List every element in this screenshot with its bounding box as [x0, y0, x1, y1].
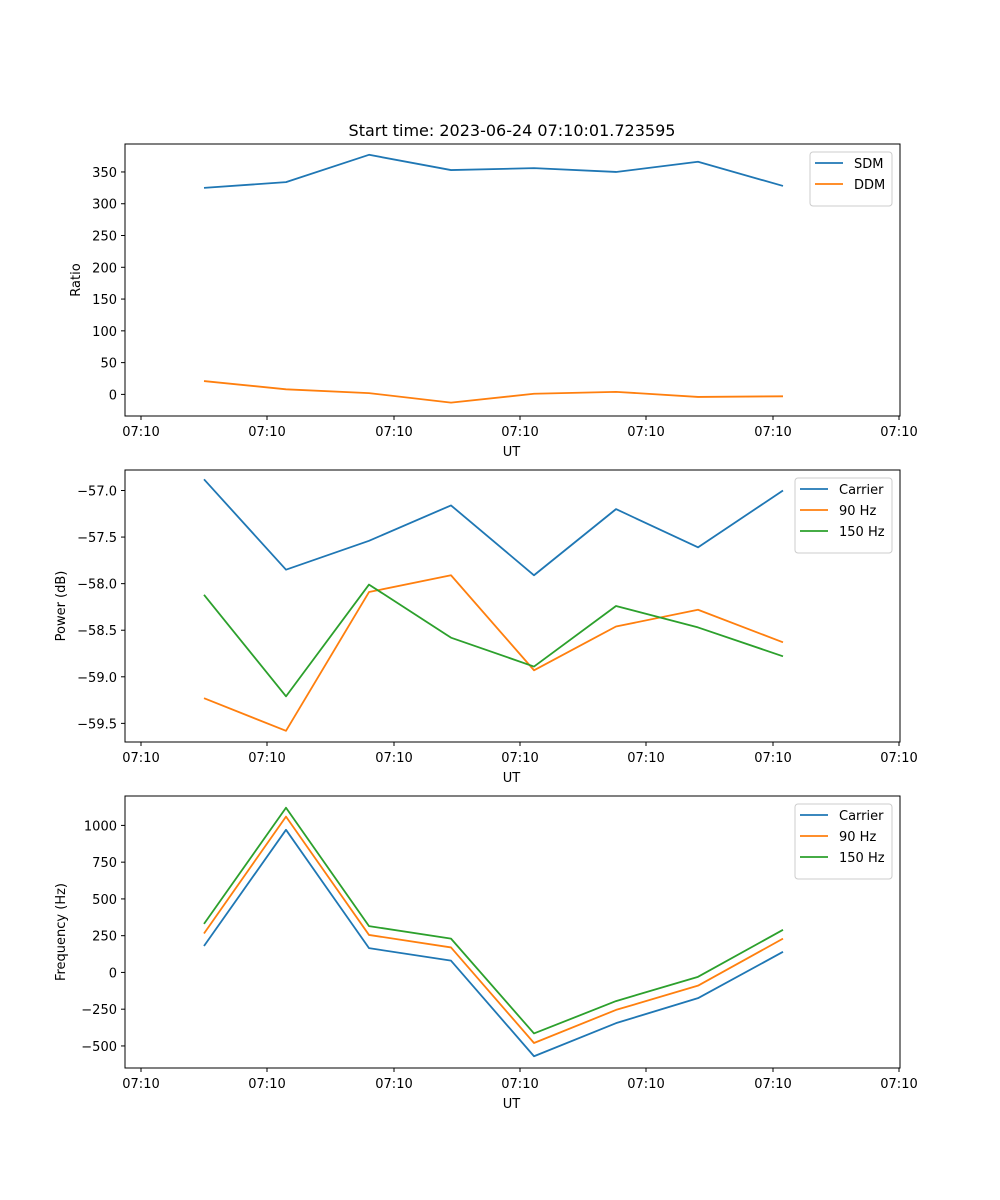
y-tick-label: 250 [92, 930, 117, 945]
y-tick-label: −250 [81, 1003, 117, 1018]
x-tick-label: 07:10 [375, 751, 412, 766]
x-tick-label: 07:10 [501, 751, 538, 766]
y-tick-label: 0 [109, 966, 117, 981]
y-tick-label: −500 [81, 1040, 117, 1055]
x-tick-label: 07:10 [754, 1077, 791, 1092]
y-tick-label: 0 [109, 388, 117, 403]
x-tick-label: 07:10 [627, 751, 664, 766]
axes-frame [124, 795, 901, 1069]
x-tick-label: 07:10 [501, 1077, 538, 1092]
x-tick-label: 07:10 [122, 425, 159, 440]
y-tick-label: 50 [100, 357, 117, 372]
axes-frame [124, 143, 901, 417]
legend-box [794, 477, 893, 554]
x-tick-label: 07:10 [122, 1077, 159, 1092]
series-line-3 [203, 583, 784, 698]
y-tick-label: −57.5 [77, 531, 117, 546]
y-tick-label: −58.0 [77, 578, 117, 593]
legend-label: Carrier [839, 483, 884, 498]
x-axis-label: UT [503, 771, 521, 786]
series-line-1 [203, 828, 784, 1058]
y-tick-label: 200 [92, 261, 117, 276]
x-tick-label: 07:10 [375, 1077, 412, 1092]
x-tick-label: 07:10 [627, 425, 664, 440]
y-axis-label: Frequency (Hz) [54, 883, 69, 981]
series-line-1 [203, 478, 784, 577]
legend-label: Carrier [839, 809, 884, 824]
y-tick-label: 500 [92, 893, 117, 908]
chart-title: Start time: 2023-06-24 07:10:01.723595 [349, 121, 676, 140]
legend: Carrier 90 Hz 150 Hz [794, 803, 893, 880]
plot-panel-3: 07:10 07:10 07:10 07:10 07:10 07:10 07:10 −500 −… [54, 795, 918, 1112]
x-tick-label: 07:10 [122, 751, 159, 766]
y-tick-label: 750 [92, 856, 117, 871]
series-line-2 [203, 380, 784, 404]
y-tick-label: 100 [92, 325, 117, 340]
y-axis-label: Ratio [69, 263, 84, 296]
y-tick-label: 1000 [84, 819, 117, 834]
y-tick-label: −59.0 [77, 671, 117, 686]
legend-box [794, 803, 893, 880]
series-line-2 [203, 815, 784, 1044]
x-tick-label: 07:10 [754, 425, 791, 440]
x-tick-label: 07:10 [501, 425, 538, 440]
y-tick-label: −59.5 [77, 717, 117, 732]
x-tick-label: 07:10 [880, 425, 917, 440]
y-tick-label: −58.5 [77, 624, 117, 639]
legend-label: SDM [854, 157, 883, 172]
x-tick-label: 07:10 [248, 425, 285, 440]
axes-frame [124, 469, 901, 743]
legend: Carrier 90 Hz 150 Hz [794, 477, 893, 554]
legend-box [809, 151, 893, 207]
y-tick-label: 250 [92, 230, 117, 245]
x-tick-label: 07:10 [627, 1077, 664, 1092]
y-tick-label: 300 [92, 198, 117, 213]
series-line-3 [203, 806, 784, 1035]
y-tick-label: 150 [92, 293, 117, 308]
x-tick-label: 07:10 [248, 1077, 285, 1092]
plot-panel-1: 07:10 07:10 07:10 07:10 07:10 07:10 07:10 0 50 10… [69, 143, 918, 460]
x-tick-label: 07:10 [248, 751, 285, 766]
x-tick-label: 07:10 [880, 1077, 917, 1092]
legend-label: 90 Hz [839, 504, 876, 519]
series-line-2 [203, 574, 784, 732]
x-axis-label: UT [503, 1097, 521, 1112]
legend-label: 150 Hz [839, 525, 885, 540]
legend-label: 150 Hz [839, 851, 885, 866]
plots-container: 07:10 07:10 07:10 07:10 07:10 07:10 07:10 0 50 10… [54, 143, 918, 1112]
x-tick-label: 07:10 [754, 751, 791, 766]
x-tick-label: 07:10 [375, 425, 412, 440]
x-tick-label: 07:10 [880, 751, 917, 766]
series-line-1 [203, 153, 784, 189]
y-axis-label: Power (dB) [54, 571, 69, 642]
x-axis-label: UT [503, 445, 521, 460]
legend: SDM DDM [809, 151, 893, 207]
plot-panel-2: 07:10 07:10 07:10 07:10 07:10 07:10 07:10 −59.5… [54, 469, 918, 786]
legend-label: DDM [854, 178, 885, 193]
legend-label: 90 Hz [839, 830, 876, 845]
y-tick-label: −57.0 [77, 484, 117, 499]
y-tick-label: 350 [92, 166, 117, 181]
